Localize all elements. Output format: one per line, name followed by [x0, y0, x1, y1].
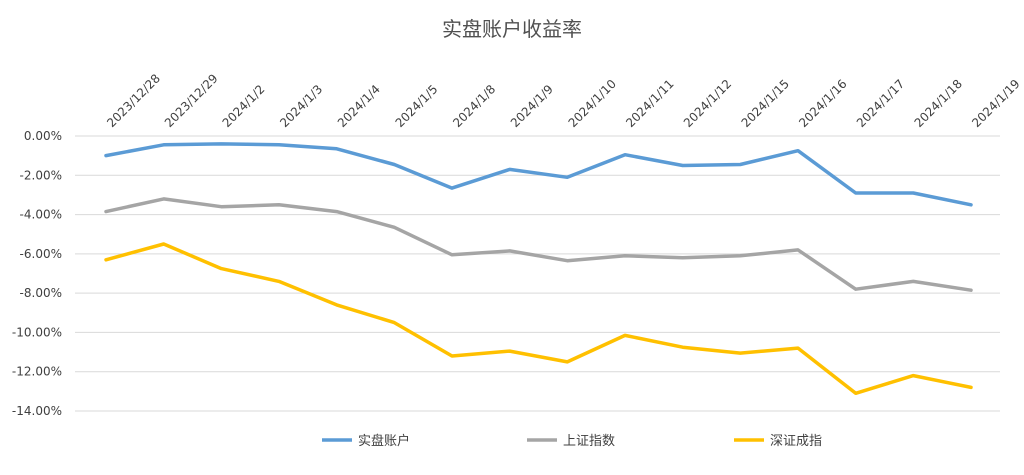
y-tick-label: 0.00%: [24, 129, 62, 143]
series-line: [104, 142, 973, 207]
legend-label: 深证成指: [770, 434, 822, 449]
series-line: [104, 197, 973, 292]
grid-lines: [75, 135, 1000, 412]
legend-label: 上证指数: [563, 434, 615, 449]
y-tick-label: -2.00%: [20, 168, 62, 182]
y-tick-label: -8.00%: [20, 286, 62, 300]
chart-title: 实盘账户收益率: [442, 17, 582, 41]
y-axis-ticks: 0.00% -2.00% -4.00% -6.00% -8.00% -10.00% -12.…: [12, 129, 62, 418]
y-tick-label: -4.00%: [20, 208, 62, 222]
legend: 实盘账户 上证指数 深证成指: [322, 433, 822, 449]
series-lines: [104, 142, 973, 396]
y-tick-label: -12.00%: [12, 365, 62, 379]
y-tick-label: -14.00%: [12, 404, 62, 418]
y-tick-label: -10.00%: [12, 325, 62, 339]
series-line: [104, 242, 973, 396]
y-tick-label: -6.00%: [20, 247, 62, 261]
legend-label: 实盘账户: [358, 433, 410, 449]
